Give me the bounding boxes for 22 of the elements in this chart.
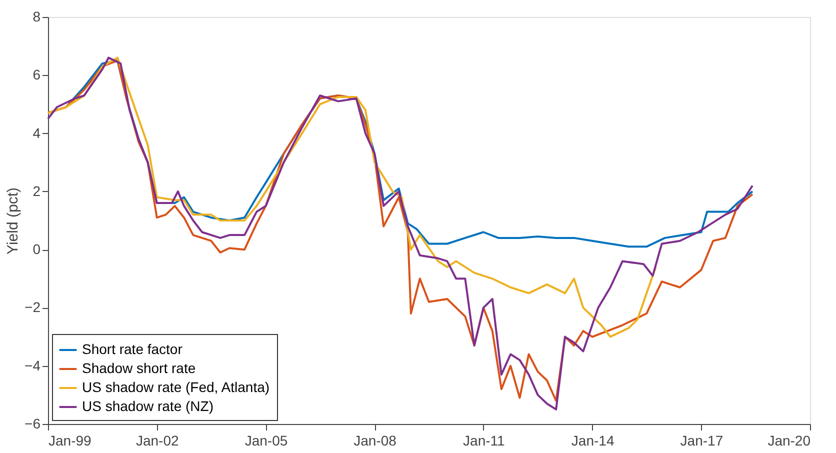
x-tick-label: Jan-99 [48, 432, 92, 448]
x-tick-label: Jan-17 [680, 432, 724, 448]
legend-label: US shadow rate (Fed, Atlanta) [82, 379, 270, 395]
y-tick-label: 2 [32, 182, 41, 199]
y-tick-label: 4 [32, 124, 41, 141]
y-tick-label: −4 [24, 357, 41, 374]
y-tick-label: 8 [32, 8, 41, 24]
x-tick-label: Jan-20 [768, 432, 811, 448]
legend-label: US shadow rate (NZ) [82, 398, 214, 414]
x-tick-label: Jan-11 [463, 432, 506, 448]
y-tick-label: 0 [32, 241, 41, 258]
x-tick-label: Jan-02 [136, 432, 179, 448]
y-tick-label: 6 [32, 66, 41, 83]
legend-label: Shadow short rate [82, 360, 196, 376]
x-tick-label: Jan-05 [244, 432, 288, 448]
line-series [47, 56, 657, 338]
x-tick-label: Jan-08 [354, 432, 397, 448]
legend-label: Short rate factor [82, 341, 183, 357]
y-tick-label: −2 [24, 299, 41, 316]
x-tick-label: Jan-14 [571, 432, 614, 448]
y-tick-label: −6 [24, 416, 41, 432]
y-axis-title: Yield (pct) [4, 188, 22, 254]
